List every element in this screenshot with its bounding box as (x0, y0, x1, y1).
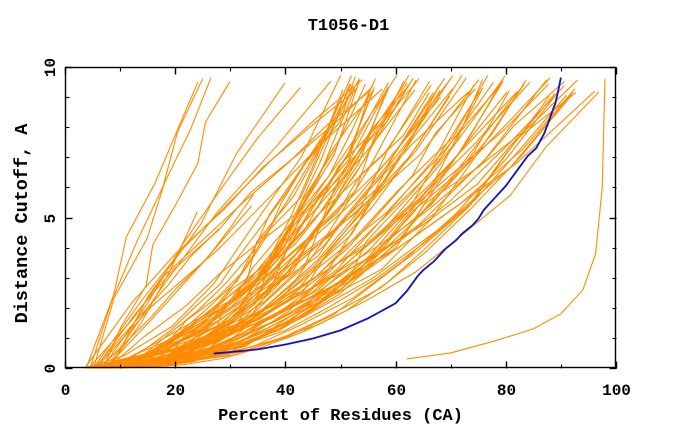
svg-text:60: 60 (387, 382, 406, 400)
svg-text:Percent of Residues (CA): Percent of Residues (CA) (218, 407, 463, 426)
svg-text:20: 20 (166, 382, 185, 400)
svg-text:0: 0 (61, 382, 71, 400)
svg-text:100: 100 (602, 382, 631, 400)
svg-text:0: 0 (42, 364, 60, 374)
svg-text:5: 5 (42, 214, 60, 224)
svg-text:80: 80 (497, 382, 516, 400)
svg-text:Distance Cutoff, A: Distance Cutoff, A (12, 123, 33, 324)
svg-text:T1056-D1: T1056-D1 (308, 17, 390, 36)
svg-text:10: 10 (42, 58, 60, 77)
svg-text:40: 40 (276, 382, 295, 400)
